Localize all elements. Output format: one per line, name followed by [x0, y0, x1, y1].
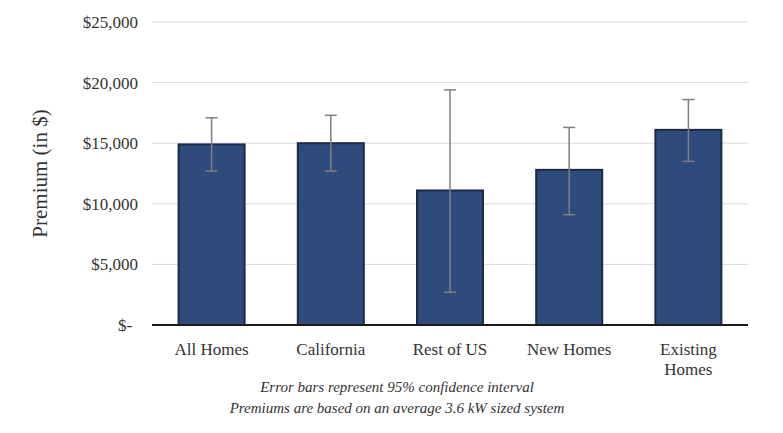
x-tick-label-line: Existing	[660, 340, 717, 359]
error-cap-low	[682, 161, 694, 163]
error-line	[211, 118, 213, 171]
error-bar	[682, 100, 694, 162]
error-cap-high	[682, 99, 694, 101]
bar	[179, 144, 245, 325]
error-bar	[206, 118, 218, 171]
chart: $- $5,000 $10,000 $15,000 $20,000 $25,000 All …	[0, 0, 783, 433]
y-tick-label: $20,000	[83, 74, 138, 93]
bar	[298, 143, 364, 325]
error-cap-low	[444, 292, 456, 294]
y-axis-label: Premium (in $)	[28, 109, 52, 237]
error-cap-low	[563, 214, 575, 216]
x-tick-label-line: Homes	[664, 360, 712, 379]
error-line	[449, 90, 451, 292]
y-tick-label: $5,000	[91, 255, 138, 274]
x-tick-label: All Homes	[175, 340, 249, 359]
error-cap-low	[325, 170, 337, 172]
y-tick-label: $10,000	[83, 195, 138, 214]
error-line	[568, 127, 570, 214]
y-tick-label: $25,000	[83, 13, 138, 32]
error-cap-high	[325, 115, 337, 117]
error-cap-high	[206, 117, 218, 119]
grid-line	[152, 82, 748, 83]
error-cap-low	[206, 170, 218, 172]
error-bar	[563, 127, 575, 214]
y-tick-label: $-	[118, 316, 133, 335]
x-axis	[152, 324, 748, 326]
error-cap-high	[444, 89, 456, 91]
error-line	[330, 115, 332, 171]
x-tick-label: ExistingHomes	[660, 340, 717, 379]
error-bar	[325, 115, 337, 171]
error-cap-high	[563, 127, 575, 129]
x-tick-label: New Homes	[527, 340, 612, 359]
error-bar	[444, 90, 456, 292]
x-tick-label: California	[296, 340, 365, 359]
y-tick-label: $15,000	[83, 134, 138, 153]
note: Premiums are based on an average 3.6 kW …	[229, 400, 565, 416]
note: Error bars represent 95% confidence inte…	[259, 379, 534, 395]
error-line	[688, 100, 690, 162]
plot-marks	[179, 90, 722, 325]
grid-line	[152, 22, 748, 23]
x-tick-label: Rest of US	[413, 340, 488, 359]
